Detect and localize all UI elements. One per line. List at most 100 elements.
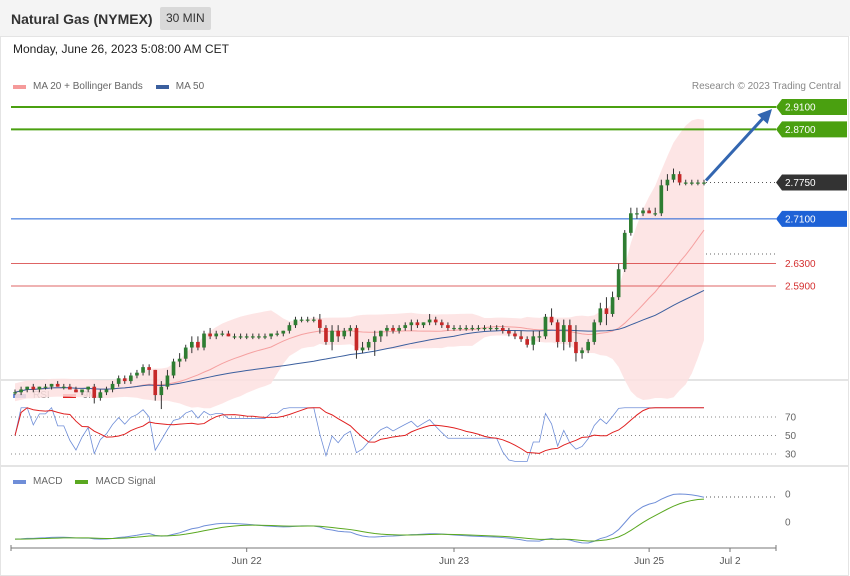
forecast-arrow-shaft: [704, 113, 768, 182]
macd-level-label: 0: [785, 518, 791, 529]
candle-body: [464, 327, 469, 330]
candle-body: [641, 210, 645, 214]
main-legend: MA 20 + Bollinger Bands MA 50: [13, 81, 204, 92]
candle-body: [74, 389, 78, 393]
price-level-tag-0: [776, 99, 847, 115]
candle-body: [330, 330, 334, 342]
candle-body: [372, 336, 377, 342]
ma20-swatch: [13, 84, 26, 89]
price-level-tag-1: [776, 121, 847, 138]
candle-body: [318, 319, 322, 328]
candle-body: [177, 358, 182, 362]
candle-body: [202, 333, 206, 348]
x-axis-label: Jun 22: [232, 556, 262, 567]
candle-body: [689, 182, 694, 184]
candle-body: [592, 322, 597, 342]
rsi-level-label: 50: [785, 431, 797, 442]
candle-body: [574, 341, 578, 354]
candle-body: [647, 210, 651, 214]
candle-body: [226, 333, 231, 337]
candle-body: [287, 325, 292, 331]
candle-body: [433, 319, 438, 323]
candle-body: [147, 367, 151, 370]
candle-body: [61, 386, 66, 388]
timeframe-badge[interactable]: 30 MIN: [160, 7, 211, 30]
candle-body: [397, 327, 401, 331]
candle-body: [183, 347, 188, 359]
candle-body: [659, 185, 664, 214]
candle-body: [622, 232, 627, 270]
macd-legend-label: MACD: [33, 476, 63, 487]
candle-body: [25, 386, 30, 390]
candle-body: [299, 319, 304, 321]
candle-body: [598, 308, 603, 323]
candle-body: [653, 213, 658, 215]
candle-body: [165, 375, 170, 387]
candle-body: [385, 327, 389, 331]
macd-signal-swatch: [75, 479, 89, 484]
candle-body: [519, 336, 523, 340]
candle-body: [43, 386, 48, 388]
forecast-arrow-head: [757, 109, 772, 125]
price-level-label-0: 2.9100: [785, 103, 816, 114]
candle-body: [391, 327, 395, 331]
candle-body: [452, 327, 456, 330]
candle-body: [293, 319, 298, 326]
candle-body: [122, 378, 127, 382]
candle-body: [129, 375, 133, 382]
x-axis-label: Jun 25: [634, 556, 664, 567]
candle-body: [525, 339, 530, 345]
research-credit: Research © 2023 Trading Central: [691, 81, 841, 92]
macd-swatch: [13, 479, 26, 484]
ma50-swatch: [155, 84, 169, 89]
candle-body: [342, 330, 347, 337]
candle-body: [696, 182, 700, 184]
candle-body: [549, 316, 554, 323]
candle-body: [500, 327, 505, 331]
rsi-panel: [0, 380, 849, 466]
candle-body: [635, 213, 639, 215]
candle-body: [537, 336, 542, 338]
candle-body: [507, 330, 511, 334]
candle-body: [116, 378, 121, 384]
price-level-label-4: 2.6300: [785, 259, 816, 270]
candle-body: [683, 182, 688, 184]
candle-body: [220, 333, 225, 335]
candle-body: [409, 322, 414, 326]
ma20-legend-label: MA 20 + Bollinger Bands: [33, 81, 143, 92]
candle-body: [37, 386, 42, 390]
candle-body: [555, 322, 560, 342]
candle-body: [189, 341, 194, 348]
ma50-line: [14, 290, 705, 393]
candle-body: [171, 361, 176, 376]
candle-body: [159, 386, 164, 396]
candle-body: [250, 336, 255, 338]
candle-body: [482, 327, 487, 330]
candle-body: [586, 341, 590, 351]
chart-header-bar: Natural Gas (NYMEX) 30 MIN: [0, 0, 850, 36]
candle-body: [141, 367, 145, 373]
candle-body: [311, 319, 316, 321]
macd-level-label: 0: [785, 490, 791, 501]
price-level-label-1: 2.8700: [785, 125, 816, 136]
candle-body: [610, 297, 615, 314]
rsi-level-label: 70: [785, 413, 797, 424]
candle-body: [238, 336, 243, 338]
candle-body: [348, 327, 353, 331]
candle-body: [439, 322, 444, 326]
candle-body: [513, 333, 517, 337]
candle-body: [604, 308, 609, 314]
candle-body: [269, 333, 273, 337]
candle-body: [263, 336, 267, 338]
candle-body: [275, 333, 280, 335]
macd-legend: MACD MACD Signal: [13, 476, 155, 487]
x-axis-label: Jun 23: [439, 556, 469, 567]
candle-body: [208, 333, 212, 337]
price-level-label-3: 2.7100: [785, 214, 816, 225]
candle-body: [494, 327, 499, 330]
candle-body: [421, 322, 426, 326]
candle-body: [702, 182, 706, 184]
ma50-legend-label: MA 50: [175, 81, 205, 92]
candle-body: [49, 383, 54, 387]
candle-body: [19, 389, 23, 393]
